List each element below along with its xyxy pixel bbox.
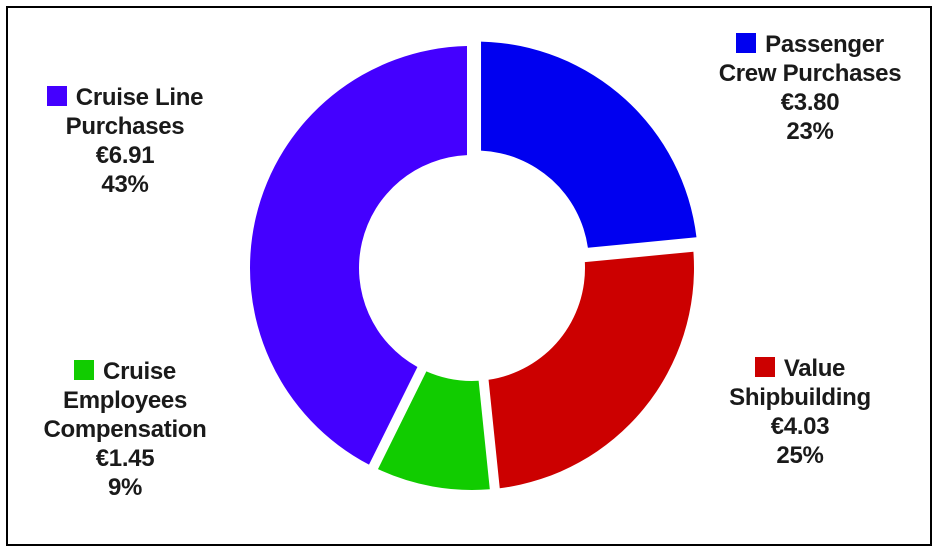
slice-value-label: €3.80 (780, 89, 840, 116)
slice-label-line-2: Crew Purchases (718, 60, 902, 87)
donut-slice-cruise-line-purchases (249, 46, 467, 465)
donut-slice-cruise-employees-compensation (377, 371, 490, 490)
slice-label-line-2: Purchases (65, 113, 185, 140)
slice-label-value-shipbuilding: Value Shipbuilding €4.03 25% (700, 354, 900, 470)
slice-label-line-3: Compensation (43, 416, 207, 443)
donut-chart (249, 41, 697, 490)
slice-label-line-1: Cruise Line (75, 84, 204, 111)
slice-value-label: €4.03 (770, 413, 830, 440)
legend-swatch-cruise-employees-compensation (74, 360, 95, 380)
legend-swatch-passenger-crew-purchases (736, 33, 757, 53)
donut-slices (249, 41, 697, 490)
slice-label-cruise-employees-compensation: Cruise Employees Compensation €1.45 9% (20, 357, 230, 502)
slice-percent-label: 25% (776, 442, 824, 469)
slice-percent-label: 23% (786, 118, 834, 145)
slice-label-passenger-crew-purchases: Passenger Crew Purchases €3.80 23% (690, 30, 930, 146)
slice-label-line-1: Value (783, 355, 846, 382)
slice-label-line-2: Employees (62, 387, 188, 414)
slice-label-line-1: Passenger (765, 31, 884, 58)
legend-swatch-value-shipbuilding (754, 357, 775, 377)
donut-slice-value-shipbuilding (488, 251, 695, 489)
legend-swatch-cruise-line-purchases (46, 86, 67, 106)
donut-slice-passenger-crew-purchases (481, 41, 697, 248)
slice-percent-label: 9% (107, 474, 143, 501)
slice-label-line-1: Cruise (103, 358, 176, 385)
slice-percent-label: 43% (101, 171, 149, 198)
slice-label-title: Value (700, 354, 900, 383)
slice-label-title: Passenger (690, 30, 930, 59)
slice-value-label: €6.91 (95, 142, 155, 169)
slice-label-title: Cruise (20, 357, 230, 386)
slice-label-title: Cruise Line (30, 83, 220, 112)
slice-label-cruise-line-purchases: Cruise Line Purchases €6.91 43% (30, 83, 220, 199)
slice-label-line-2: Shipbuilding (729, 384, 871, 411)
slice-value-label: €1.45 (95, 445, 155, 472)
